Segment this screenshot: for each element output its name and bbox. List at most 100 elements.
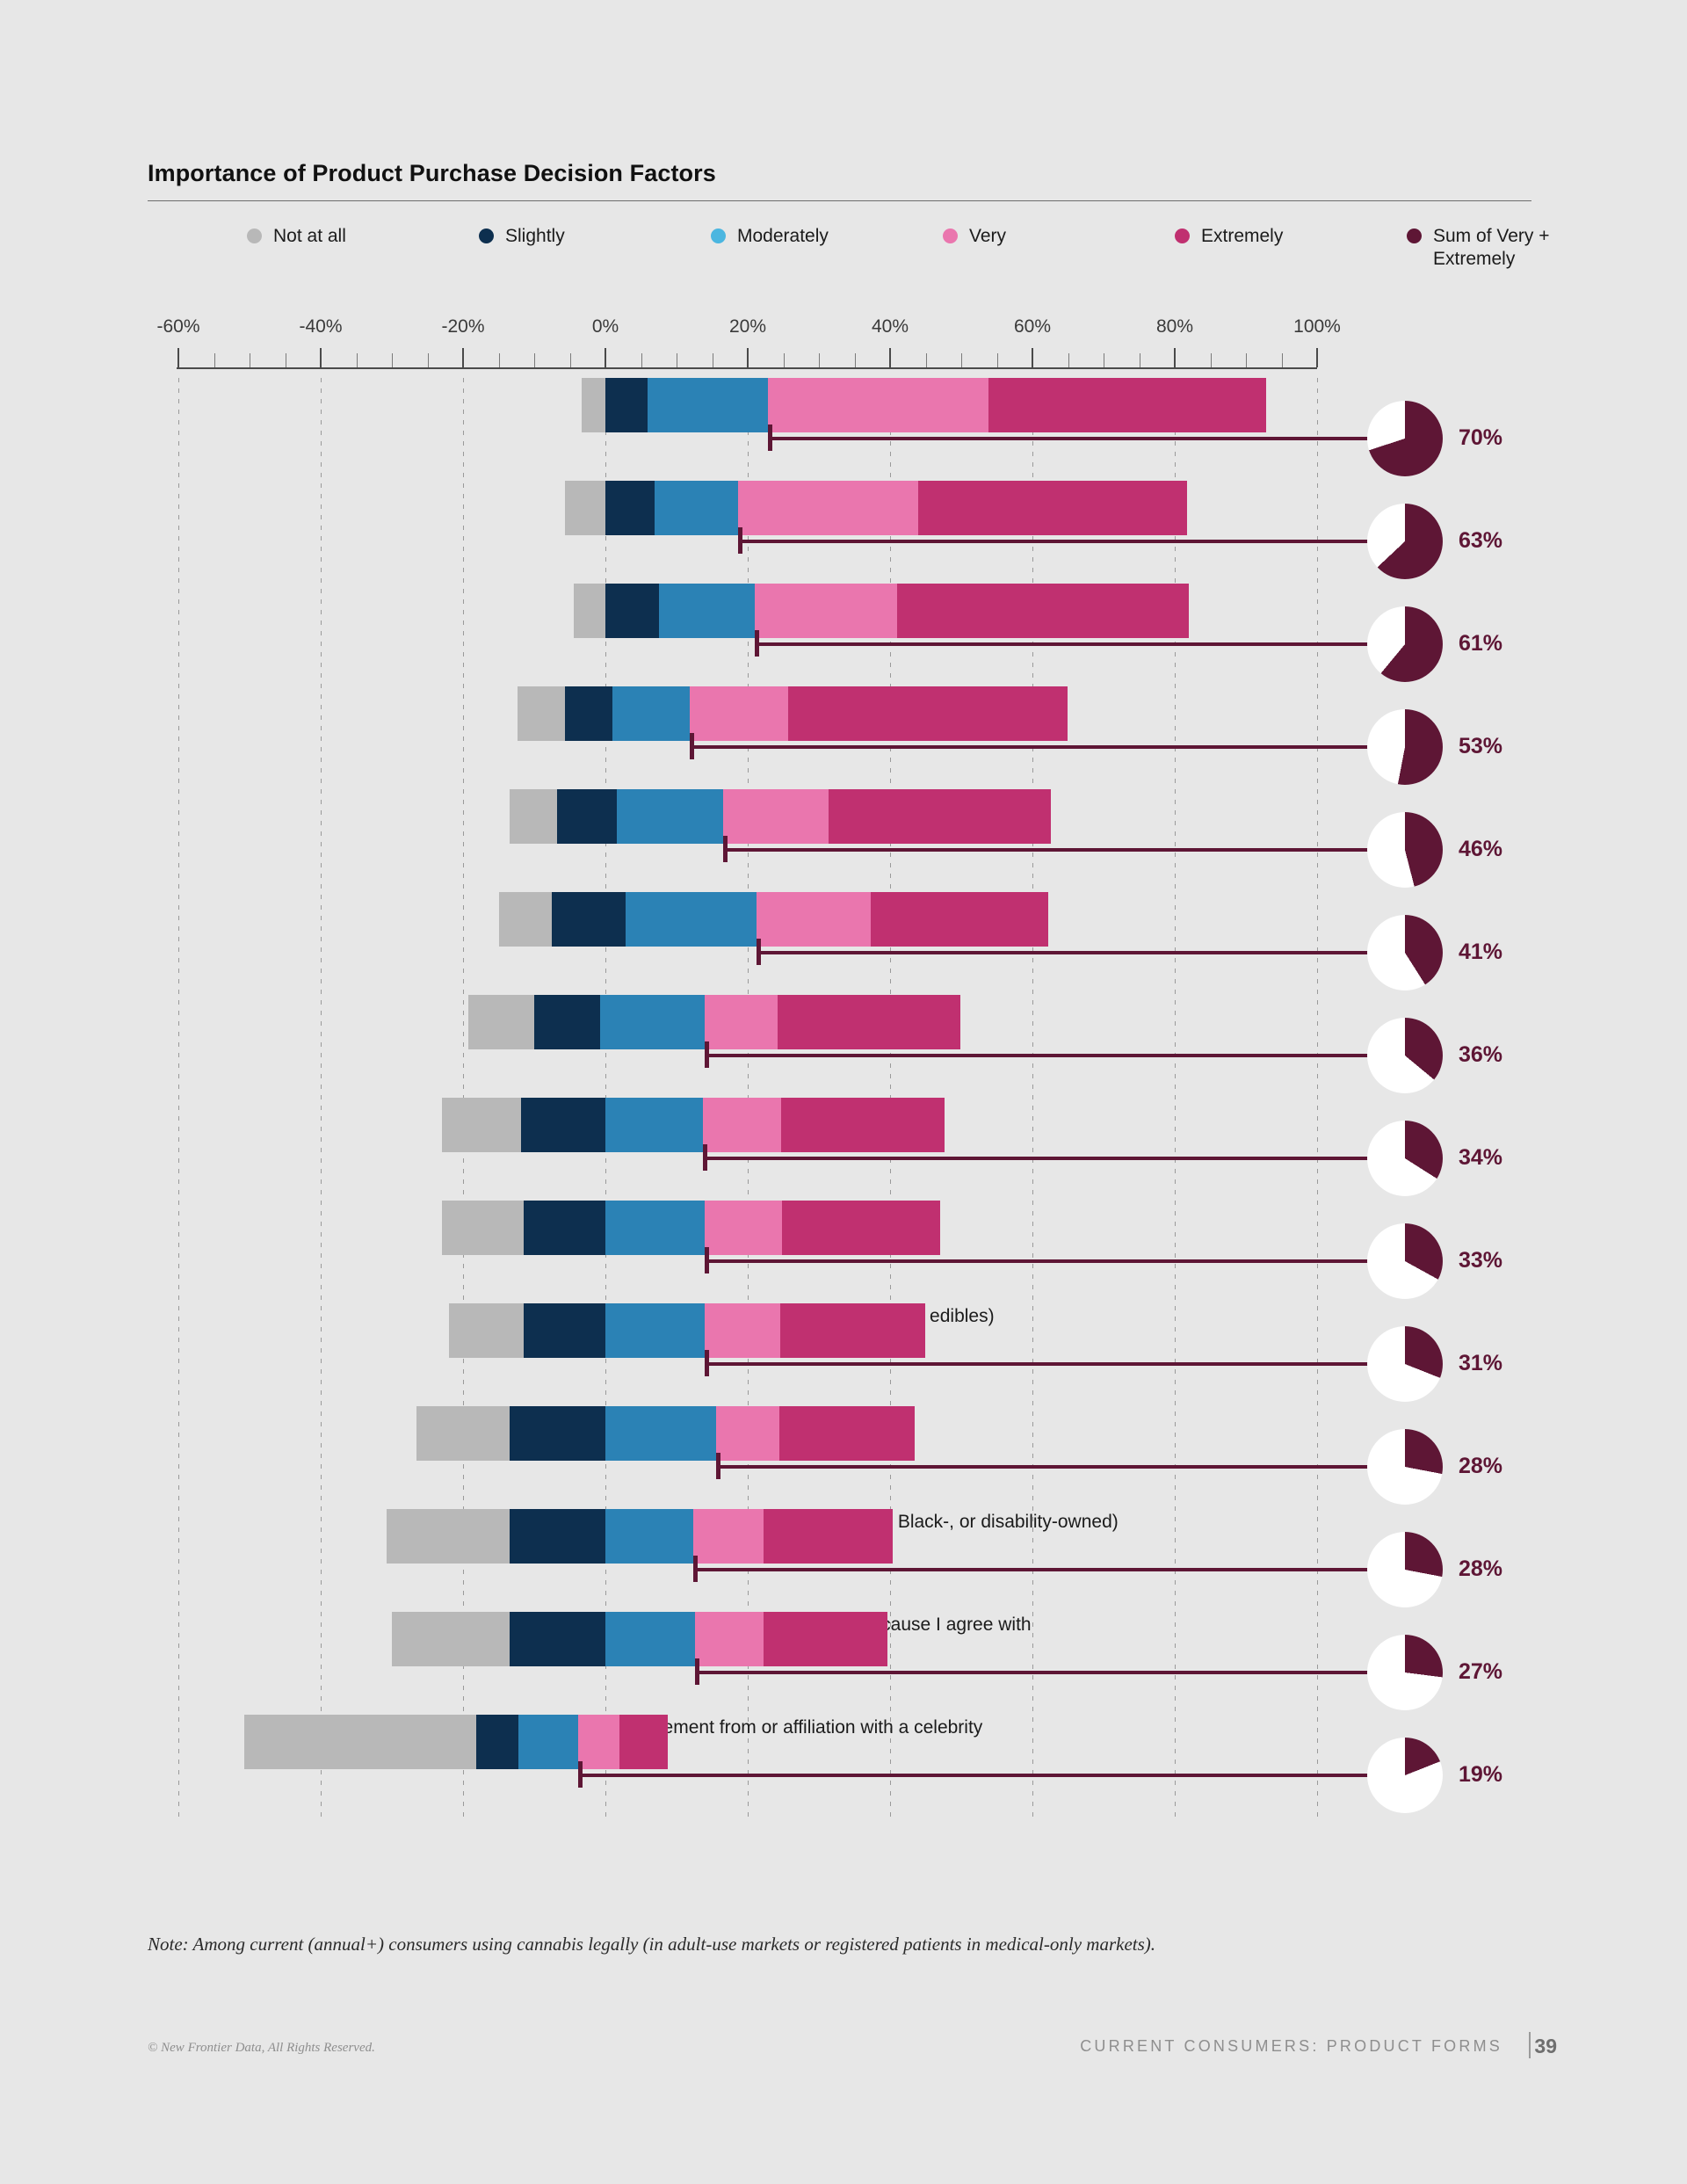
- chart-row[interactable]: Whether the company supports a cause I a…: [0, 1612, 1687, 1715]
- pie-chart-sum-very-extremely[interactable]: [1367, 1223, 1443, 1299]
- chart-row[interactable]: Price61%: [0, 584, 1687, 686]
- chart-row[interactable]: Whether the product was organic33%: [0, 1201, 1687, 1303]
- bar-segment-not-at-all[interactable]: [244, 1715, 477, 1769]
- chart-row[interactable]: Potency levels (THC %)70%: [0, 378, 1687, 481]
- bar-segment-moderately[interactable]: [605, 1201, 706, 1255]
- bar-segment-very[interactable]: [738, 481, 918, 535]
- bar-segment-extremely[interactable]: [988, 378, 1266, 432]
- bar-segment-not-at-all[interactable]: [564, 481, 605, 535]
- legend-item-2[interactable]: Moderately: [711, 225, 829, 248]
- pie-chart-sum-very-extremely[interactable]: [1367, 401, 1443, 476]
- bar-segment-extremely[interactable]: [763, 1612, 887, 1666]
- bar-segment-not-at-all[interactable]: [518, 686, 565, 741]
- pie-chart-sum-very-extremely[interactable]: [1367, 1018, 1443, 1093]
- bar-segment-extremely[interactable]: [828, 789, 1052, 844]
- bar-segment-very[interactable]: [767, 378, 988, 432]
- legend-item-5[interactable]: Sum of Very + Extremely: [1407, 225, 1549, 271]
- bar-segment-not-at-all[interactable]: [498, 892, 553, 947]
- bar-segment-slightly[interactable]: [564, 686, 613, 741]
- bar-segment-extremely[interactable]: [779, 1406, 916, 1461]
- bar-segment-moderately[interactable]: [616, 789, 724, 844]
- bar-segment-slightly[interactable]: [523, 1303, 605, 1358]
- bar-segment-not-at-all[interactable]: [416, 1406, 510, 1461]
- bar-segment-very[interactable]: [715, 1406, 780, 1461]
- bar-segment-extremely[interactable]: [780, 1303, 926, 1358]
- bar-segment-not-at-all[interactable]: [582, 378, 605, 432]
- bar-segment-moderately[interactable]: [605, 1509, 694, 1564]
- bar-segment-slightly[interactable]: [552, 892, 626, 947]
- bar-segment-slightly[interactable]: [556, 789, 617, 844]
- bar-segment-slightly[interactable]: [476, 1715, 519, 1769]
- chart-row[interactable]: Branding and packaging28%: [0, 1406, 1687, 1509]
- bar-segment-not-at-all[interactable]: [441, 1201, 524, 1255]
- bar-segment-very[interactable]: [702, 1098, 782, 1152]
- bar-segment-moderately[interactable]: [518, 1715, 579, 1769]
- bar-segment-moderately[interactable]: [605, 1612, 696, 1666]
- bar-segment-not-at-all[interactable]: [448, 1303, 524, 1358]
- bar-segment-not-at-all[interactable]: [510, 789, 557, 844]
- bar-segment-slightly[interactable]: [605, 378, 648, 432]
- pie-chart-sum-very-extremely[interactable]: [1367, 1738, 1443, 1813]
- bar-segment-extremely[interactable]: [781, 1098, 945, 1152]
- pie-chart-sum-very-extremely[interactable]: [1367, 915, 1443, 990]
- bar-segment-moderately[interactable]: [605, 1406, 716, 1461]
- bar-segment-slightly[interactable]: [521, 1098, 605, 1152]
- chart-row[interactable]: Whether the product was on sale36%: [0, 995, 1687, 1098]
- bar-segment-slightly[interactable]: [509, 1406, 605, 1461]
- bar-segment-moderately[interactable]: [658, 584, 756, 638]
- legend-item-0[interactable]: Not at all: [247, 225, 346, 248]
- bar-segment-extremely[interactable]: [763, 1509, 894, 1564]
- bar-segment-extremely[interactable]: [778, 995, 961, 1049]
- pie-chart-sum-very-extremely[interactable]: [1367, 504, 1443, 579]
- legend-item-3[interactable]: Very: [943, 225, 1006, 248]
- bar-segment-not-at-all[interactable]: [467, 995, 534, 1049]
- bar-segment-very[interactable]: [578, 1715, 620, 1769]
- pie-chart-sum-very-extremely[interactable]: [1367, 1429, 1443, 1505]
- bar-segment-not-at-all[interactable]: [574, 584, 605, 638]
- bar-segment-extremely[interactable]: [781, 1201, 940, 1255]
- pie-chart-sum-very-extremely[interactable]: [1367, 1326, 1443, 1402]
- bar-segment-very[interactable]: [704, 995, 778, 1049]
- bar-segment-not-at-all[interactable]: [392, 1612, 510, 1666]
- bar-segment-slightly[interactable]: [605, 481, 655, 535]
- bar-segment-very[interactable]: [723, 789, 829, 844]
- bar-segment-moderately[interactable]: [647, 378, 768, 432]
- bar-segment-moderately[interactable]: [654, 481, 739, 535]
- bar-segment-very[interactable]: [755, 584, 898, 638]
- bar-segment-extremely[interactable]: [897, 584, 1190, 638]
- chart-row[interactable]: Other ingredients (e.g. sugar content in…: [0, 1303, 1687, 1406]
- bar-segment-moderately[interactable]: [600, 995, 705, 1049]
- bar-segment-very[interactable]: [705, 1201, 782, 1255]
- bar-segment-slightly[interactable]: [510, 1509, 605, 1564]
- pie-chart-sum-very-extremely[interactable]: [1367, 709, 1443, 785]
- bar-segment-very[interactable]: [693, 1509, 764, 1564]
- bar-segment-very[interactable]: [756, 892, 872, 947]
- bar-segment-slightly[interactable]: [605, 584, 659, 638]
- bar-segment-slightly[interactable]: [534, 995, 601, 1049]
- bar-segment-not-at-all[interactable]: [441, 1098, 522, 1152]
- bar-segment-extremely[interactable]: [788, 686, 1068, 741]
- chart-row[interactable]: The effect it says it will create63%: [0, 481, 1687, 584]
- bar-segment-very[interactable]: [690, 686, 789, 741]
- pie-chart-sum-very-extremely[interactable]: [1367, 1532, 1443, 1607]
- chart-row[interactable]: Recommendations from friends41%: [0, 892, 1687, 995]
- bar-segment-moderately[interactable]: [605, 1303, 706, 1358]
- legend-item-4[interactable]: Extremely: [1175, 225, 1283, 248]
- bar-segment-not-at-all[interactable]: [386, 1509, 510, 1564]
- pie-chart-sum-very-extremely[interactable]: [1367, 1635, 1443, 1710]
- bar-segment-moderately[interactable]: [612, 686, 691, 741]
- bar-segment-very[interactable]: [705, 1303, 781, 1358]
- chart-row[interactable]: Pesticide, mold, or fungus test results5…: [0, 686, 1687, 789]
- bar-segment-extremely[interactable]: [871, 892, 1048, 947]
- bar-segment-extremely[interactable]: [619, 1715, 669, 1769]
- bar-segment-slightly[interactable]: [510, 1612, 605, 1666]
- legend-item-1[interactable]: Slightly: [479, 225, 565, 248]
- bar-segment-extremely[interactable]: [917, 481, 1187, 535]
- bar-segment-moderately[interactable]: [625, 892, 757, 947]
- chart-row[interactable]: Endorsement from or affiliation with a c…: [0, 1715, 1687, 1818]
- pie-chart-sum-very-extremely[interactable]: [1367, 606, 1443, 682]
- bar-segment-moderately[interactable]: [605, 1098, 703, 1152]
- bar-segment-very[interactable]: [695, 1612, 764, 1666]
- bar-segment-slightly[interactable]: [523, 1201, 605, 1255]
- pie-chart-sum-very-extremely[interactable]: [1367, 1121, 1443, 1196]
